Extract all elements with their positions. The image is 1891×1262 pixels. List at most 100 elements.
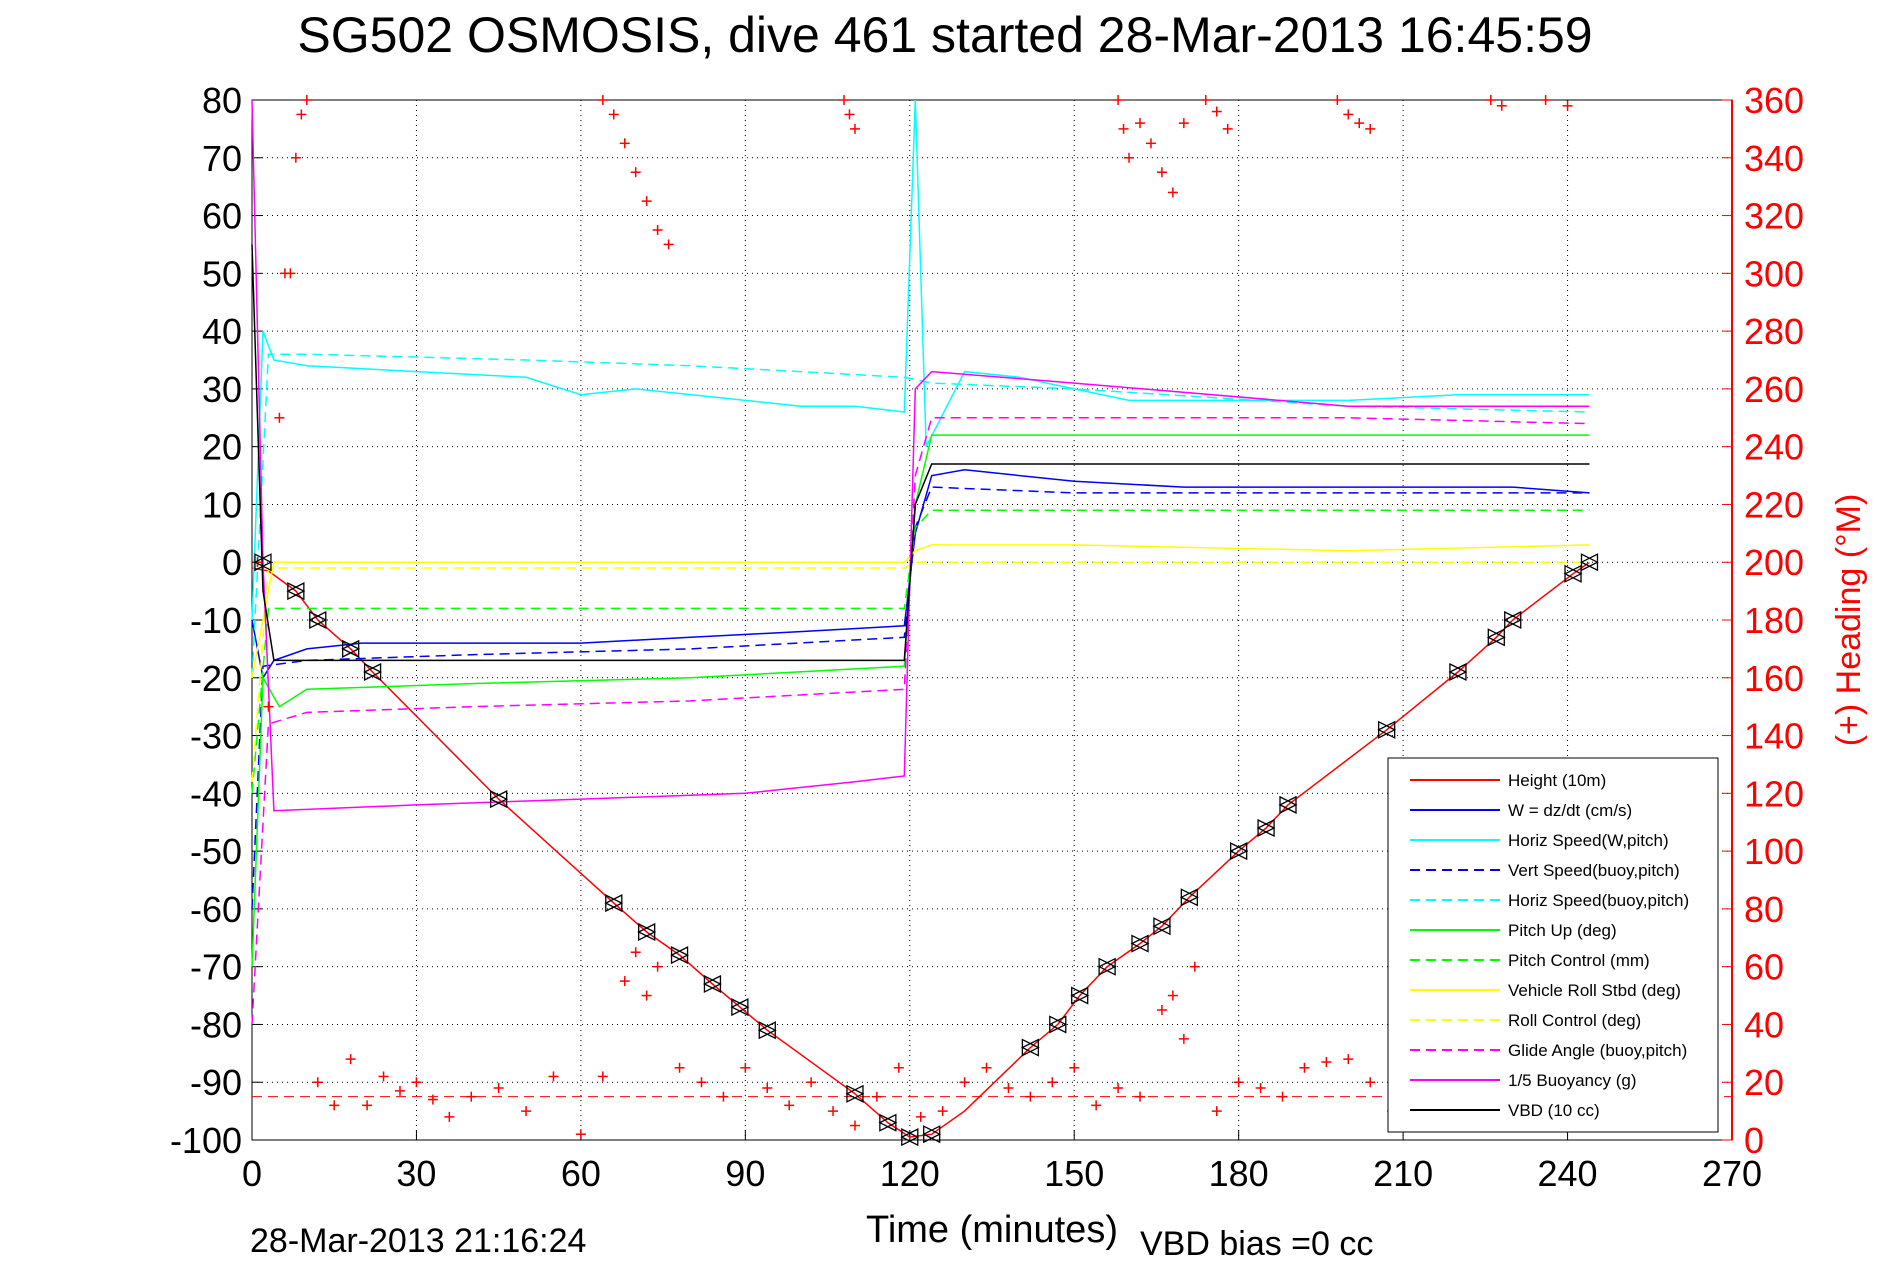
y-tick-label: 0	[222, 542, 242, 583]
y-tick-label: -30	[190, 716, 242, 757]
series-line-11	[251, 99, 1590, 812]
y-tick-label: -40	[190, 773, 242, 814]
right-tick-label: 300	[1744, 253, 1804, 294]
legend-label-8: Vehicle Roll Stbd (deg)	[1508, 981, 1681, 1000]
heading-point	[1299, 1062, 1310, 1073]
right-tick-label: 260	[1744, 369, 1804, 410]
series-line-9	[251, 561, 1590, 782]
vertex-marker-left	[1448, 662, 1467, 682]
series-line-5	[251, 353, 1590, 678]
heading-point-wrapped	[844, 109, 855, 120]
y-tick-label: -50	[190, 831, 242, 872]
vertex-marker	[1020, 1038, 1040, 1057]
right-axis-ticks: 3603403203002802602402202001801601401201…	[1722, 80, 1804, 1161]
vertex-marker	[489, 790, 509, 809]
heading-point	[301, 95, 312, 105]
vertex-marker	[253, 553, 273, 572]
vertex-marker-left	[363, 662, 382, 682]
vertex-marker-left	[341, 639, 360, 658]
y-tick-label: 20	[202, 427, 242, 468]
heading-point	[871, 1091, 882, 1102]
series-line-3	[251, 99, 1590, 621]
y-tick-label: 80	[202, 80, 242, 121]
vertex-marker-left	[1229, 842, 1248, 861]
heading-point	[619, 976, 630, 987]
heading-point-wrapped	[1562, 100, 1573, 111]
vertex-marker-left	[900, 1128, 919, 1147]
heading-point-wrapped	[1540, 95, 1551, 105]
heading-point	[1091, 1100, 1102, 1111]
heading-point	[915, 1111, 926, 1122]
vertex-marker-left	[878, 1113, 897, 1132]
legend-label-9: Roll Control (deg)	[1508, 1011, 1641, 1030]
heading-point-wrapped	[1222, 123, 1233, 134]
heading-point	[575, 1129, 586, 1140]
vertex-marker-left	[757, 1021, 776, 1040]
y-tick-label: 30	[202, 369, 242, 410]
heading-point	[762, 1083, 773, 1093]
heading-point-wrapped	[1145, 138, 1156, 149]
y-tick-label: 60	[202, 196, 242, 237]
vertex-marker	[1486, 628, 1506, 647]
x-tick-label: 0	[242, 1153, 262, 1194]
series-line-6	[251, 434, 1590, 967]
series-layer	[251, 99, 1590, 1138]
heading-point	[981, 1062, 992, 1073]
heading-point	[378, 1071, 389, 1082]
series-line-12	[251, 244, 1590, 662]
heading-point-wrapped	[630, 167, 641, 178]
vertex-marker	[670, 946, 690, 965]
legend-label-2: W = dz/dt (cm/s)	[1508, 801, 1632, 820]
right-tick-label: 240	[1744, 427, 1804, 468]
heading-point	[411, 1077, 422, 1088]
vertex-marker	[1580, 553, 1599, 572]
heading-point	[1113, 1083, 1124, 1093]
heading-point-wrapped	[1156, 167, 1167, 178]
y-tick-label: -60	[190, 889, 242, 930]
series-line-4	[251, 486, 1590, 909]
vertex-marker	[1256, 818, 1276, 838]
heading-point-wrapped	[1485, 95, 1496, 105]
heading-point	[630, 947, 641, 958]
heading-point-wrapped	[608, 109, 619, 120]
right-tick-label: 360	[1744, 80, 1804, 121]
y-tick-label: 50	[202, 253, 242, 294]
legend-label-4: Vert Speed(buoy,pitch)	[1508, 861, 1680, 880]
y-tick-label: 10	[202, 484, 242, 525]
vertex-marker	[900, 1128, 920, 1147]
heading-point-wrapped	[1200, 95, 1211, 105]
heading-point	[1003, 1083, 1014, 1093]
vertex-marker-left	[1130, 934, 1149, 953]
heading-point	[1277, 1091, 1288, 1102]
heading-point	[740, 1062, 751, 1073]
y-tick-label: 70	[202, 138, 242, 179]
heading-point	[1025, 1091, 1036, 1102]
heading-point	[1069, 1062, 1080, 1073]
vertex-marker	[922, 1125, 942, 1144]
heading-point	[959, 1077, 970, 1088]
vbd-bias-label: VBD bias =0 cc	[1140, 1225, 1373, 1262]
heading-point-wrapped	[1167, 187, 1178, 198]
heading-point	[937, 1106, 948, 1117]
vertex-marker	[878, 1113, 898, 1132]
y-axis-ticks: 80 70 60 50 40 30 20 10 0 -10 -20 -30 -40 -50 -60 -70 -8…	[170, 80, 262, 1161]
vertex-marker	[1229, 842, 1249, 861]
vertex-marker-left	[702, 974, 722, 994]
heading-point	[290, 152, 301, 163]
heading-point-wrapped	[839, 95, 849, 105]
heading-point-wrapped	[1135, 118, 1145, 129]
vertex-marker-left	[1179, 888, 1198, 907]
heading-point	[1047, 1077, 1058, 1088]
heading-point-wrapped	[1211, 106, 1222, 117]
vertex-marker-left	[670, 946, 689, 965]
series-line-1	[251, 561, 1590, 1138]
right-tick-label: 40	[1744, 1004, 1784, 1045]
right-tick-label: 0	[1744, 1120, 1764, 1161]
heading-point	[362, 1100, 373, 1111]
legend-box	[1387, 757, 1719, 1133]
vertex-marker	[637, 922, 657, 942]
heading-point-wrapped	[597, 95, 608, 105]
heading-point	[641, 990, 652, 1001]
heading-point-wrapped	[1496, 100, 1507, 111]
vertex-marker-left	[489, 790, 508, 809]
